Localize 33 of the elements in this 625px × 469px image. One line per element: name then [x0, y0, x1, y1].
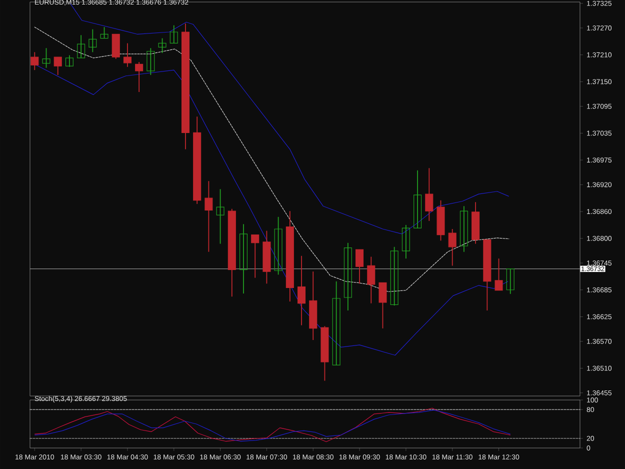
candlestick — [204, 180, 213, 252]
candlestick — [100, 26, 108, 39]
candlestick — [494, 258, 503, 291]
candlestick — [54, 56, 62, 76]
candlestick — [298, 255, 306, 326]
candlestick — [356, 249, 364, 284]
line-series — [34, 26, 510, 292]
candlestick — [414, 170, 422, 229]
candlestick — [170, 24, 178, 44]
candlestick — [378, 282, 387, 329]
candlestick — [77, 34, 86, 58]
candlestick — [425, 168, 434, 222]
candlestick — [239, 224, 248, 294]
candlestick — [274, 216, 282, 276]
candlestick — [251, 234, 260, 278]
candlestick — [30, 52, 39, 71]
candlestick — [344, 242, 352, 311]
candlestick — [158, 38, 166, 54]
candlestick — [390, 246, 398, 306]
candlestick — [332, 280, 340, 366]
candlestick — [367, 256, 376, 304]
candlestick — [460, 206, 468, 252]
candlestick — [402, 224, 410, 259]
candlestick — [448, 228, 456, 266]
candlestick — [135, 62, 144, 92]
candlestick — [146, 48, 155, 76]
candlestick — [65, 54, 74, 68]
candlestick — [112, 34, 120, 60]
candlestick — [506, 268, 514, 294]
candlestick — [42, 48, 50, 68]
candlestick — [123, 42, 132, 68]
candlestick — [216, 188, 224, 244]
candlestick — [88, 28, 97, 53]
